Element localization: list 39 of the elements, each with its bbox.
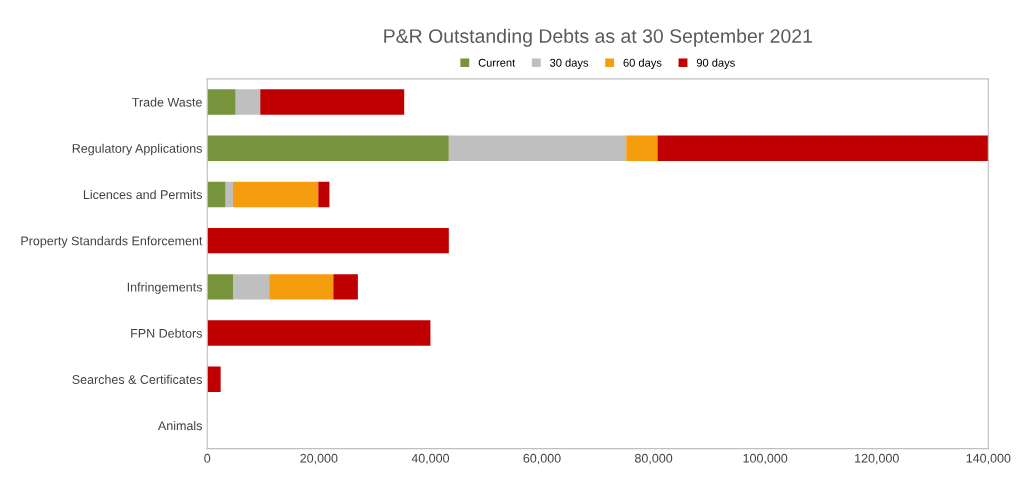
y-tick-label: Animals [157,420,202,431]
bar [207,274,234,300]
x-tick-label: 40,000 [411,453,450,465]
x-tick-label: 100,000 [743,453,788,465]
bar [207,181,226,208]
bar [207,135,449,161]
x-tick-label: 0 [204,453,211,463]
bar [207,227,449,254]
chart-title: P&R Outstanding Debts as at 30 September 2021 [384,28,812,47]
bar [448,135,627,161]
x-tick-label: 140,000 [966,453,1011,465]
bar [207,320,431,346]
y-tick-label: Regulatory Applications [72,143,202,156]
x-tick-label: 80,000 [635,453,673,465]
y-tick-label: Infringements [127,282,202,294]
y-tick-label: Property Standards Enforcement [21,236,203,248]
bar [233,274,270,300]
legend-label: 90 days [696,58,735,69]
bar [232,181,319,208]
y-tick-label: Licences and Permits [83,189,202,200]
bar [626,135,658,161]
y-tick-label: FPN Debtors [131,328,202,338]
bar [235,89,261,115]
bar [318,181,330,208]
bar [269,274,334,300]
bar [225,181,233,208]
x-tick-label: 120,000 [855,453,899,465]
legend-label: Current [478,58,516,67]
legend-label: 60 days [623,58,662,69]
bar [657,135,989,161]
legend-label: 30 days [550,58,589,69]
x-tick-label: 20,000 [300,453,338,465]
x-tick-label: 60,000 [523,453,561,465]
y-tick-label: Trade Waste [132,97,202,107]
bar [207,366,221,393]
y-tick-label: Searches & Certificates [72,374,202,384]
bar [260,89,405,115]
bar [207,89,236,115]
bar [333,274,358,300]
